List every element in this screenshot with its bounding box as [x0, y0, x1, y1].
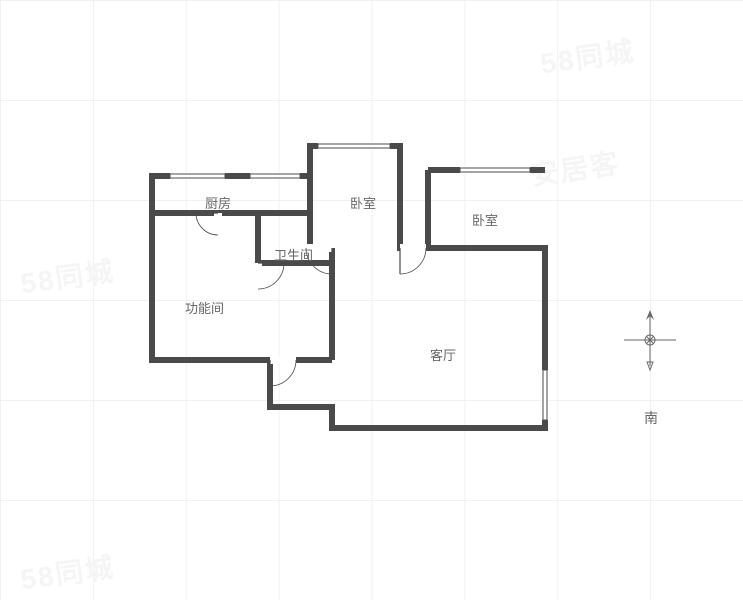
label-bedroom2: 卧室 [472, 210, 498, 229]
label-bedroom1: 卧室 [350, 193, 376, 212]
label-bathroom: 卫生间 [274, 245, 313, 264]
compass-label: 南 [644, 408, 658, 428]
floorplan-svg [0, 0, 743, 600]
label-living: 客厅 [430, 345, 456, 364]
label-utility: 功能间 [185, 298, 224, 317]
label-kitchen: 厨房 [205, 193, 231, 212]
